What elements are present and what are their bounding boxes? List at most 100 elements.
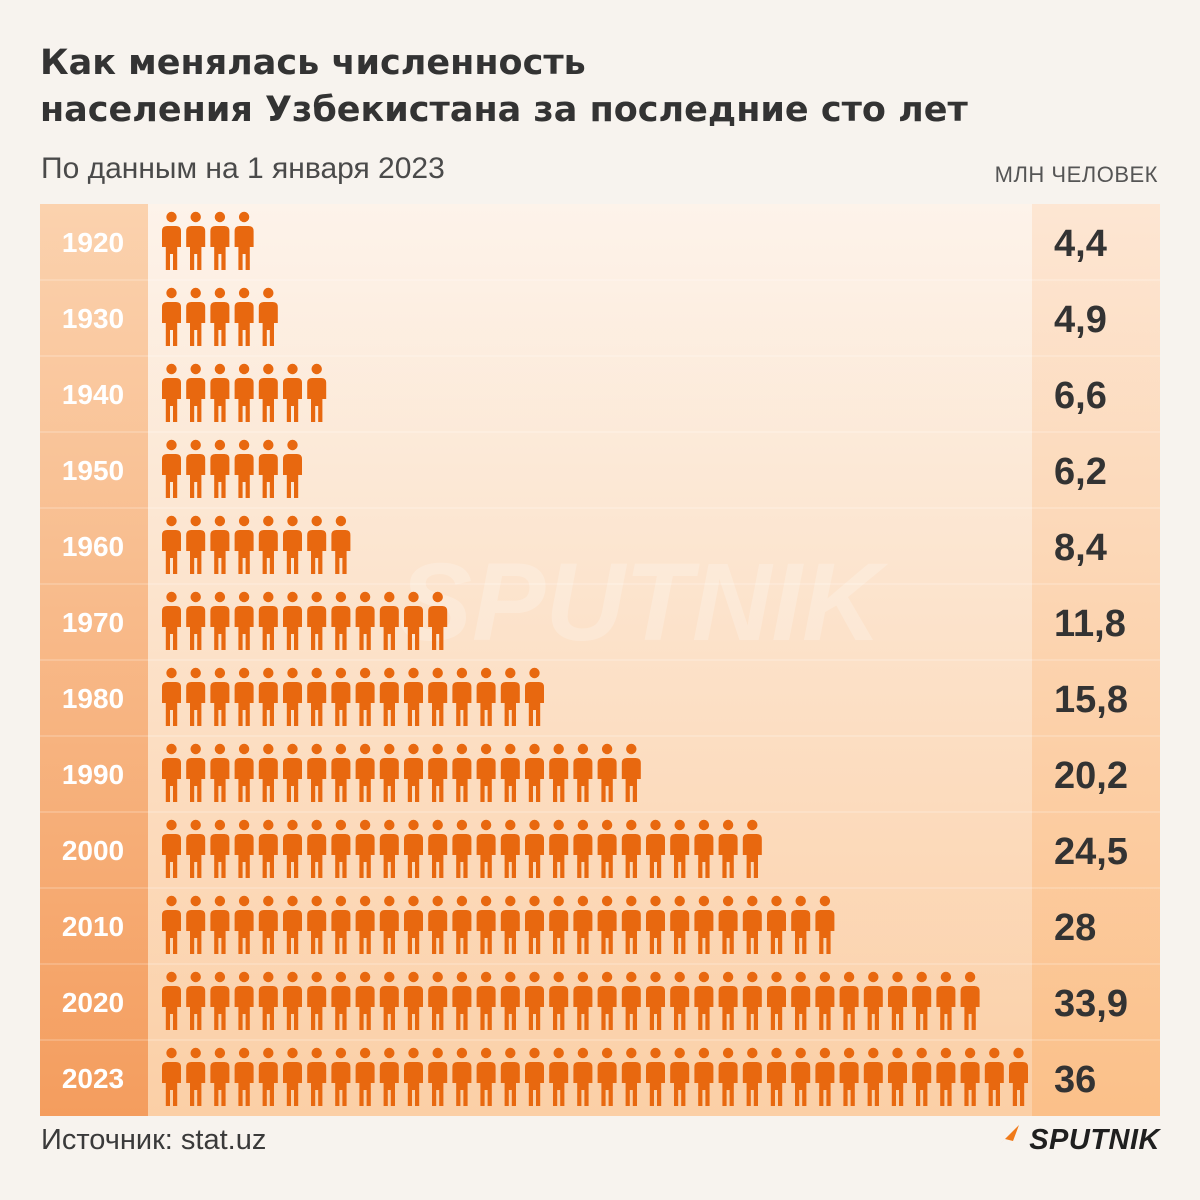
person-icon — [186, 287, 206, 346]
person-icon — [234, 971, 254, 1030]
chart-background — [40, 204, 1160, 1116]
person-icon — [912, 971, 932, 1030]
person-icon — [525, 1047, 544, 1106]
person-icon — [936, 971, 956, 1030]
person-icon — [258, 287, 278, 346]
year-label: 1990 — [62, 759, 124, 790]
person-icon — [791, 1047, 811, 1106]
person-icon — [234, 439, 254, 498]
person-icon — [646, 971, 665, 1030]
person-icon — [331, 895, 351, 954]
person-icon — [500, 895, 520, 954]
year-label: 1950 — [62, 455, 124, 486]
person-icon — [186, 819, 206, 878]
person-icon — [573, 971, 593, 1030]
person-icon — [355, 971, 375, 1030]
person-icon — [186, 667, 206, 726]
person-icon — [404, 819, 423, 878]
chart-row-1950: 1950 6,2 — [62, 439, 1107, 498]
person-icon — [404, 971, 423, 1030]
person-icon — [210, 743, 230, 802]
person-icon — [549, 1047, 569, 1106]
person-icon — [428, 819, 448, 878]
icon-bar — [162, 363, 327, 422]
year-label: 1920 — [62, 227, 124, 258]
value-label: 6,6 — [1054, 375, 1107, 417]
chart-row-1960: 1960 8,4 — [62, 515, 1107, 574]
year-label: 1960 — [62, 531, 124, 562]
icon-bar — [162, 971, 980, 1030]
icon-bar — [162, 667, 544, 726]
person-icon — [960, 971, 980, 1030]
person-icon — [234, 667, 254, 726]
person-icon — [767, 971, 786, 1030]
person-icon — [186, 363, 206, 422]
person-icon — [694, 895, 714, 954]
person-icon — [379, 743, 399, 802]
person-icon — [258, 667, 278, 726]
person-icon — [984, 1047, 1004, 1106]
person-icon — [597, 743, 617, 802]
person-icon — [718, 819, 738, 878]
person-icon — [331, 515, 351, 574]
person-icon — [234, 591, 254, 650]
person-icon — [476, 971, 496, 1030]
person-icon — [162, 287, 181, 346]
person-icon — [307, 895, 327, 954]
person-icon — [839, 971, 859, 1030]
person-icon — [258, 515, 278, 574]
person-icon — [500, 1047, 520, 1106]
person-icon — [742, 1047, 762, 1106]
person-icon — [791, 895, 811, 954]
person-icon — [718, 1047, 738, 1106]
value-label: 11,8 — [1054, 603, 1126, 645]
logo-text: SPUTNIK — [1029, 1123, 1160, 1156]
person-icon — [791, 971, 811, 1030]
person-icon — [379, 591, 399, 650]
person-icon — [162, 667, 181, 726]
person-icon — [863, 971, 883, 1030]
person-icon — [694, 819, 714, 878]
person-icon — [452, 667, 472, 726]
person-icon — [428, 591, 448, 650]
person-icon — [331, 667, 351, 726]
person-icon — [307, 667, 327, 726]
person-icon — [525, 819, 544, 878]
sputnik-arrow-icon — [991, 1125, 1020, 1153]
watermark: SPUTNIK — [399, 541, 889, 664]
year-column — [40, 204, 148, 1116]
person-icon — [186, 211, 206, 270]
person-icon — [258, 743, 278, 802]
person-icon — [355, 1047, 375, 1106]
chart-row-1940: 1940 6,6 — [62, 363, 1107, 422]
person-icon — [210, 895, 230, 954]
year-label: 1980 — [62, 683, 124, 714]
person-icon — [500, 971, 520, 1030]
person-icon — [404, 743, 423, 802]
person-icon — [234, 363, 254, 422]
person-icon — [283, 895, 302, 954]
person-icon — [307, 819, 327, 878]
sputnik-logo: SPUTNIK — [989, 1120, 1160, 1160]
icon-bar — [162, 439, 302, 498]
person-icon — [646, 1047, 665, 1106]
person-icon — [742, 971, 762, 1030]
person-icon — [234, 895, 254, 954]
person-icon — [742, 819, 762, 878]
person-icon — [379, 819, 399, 878]
person-icon — [694, 971, 714, 1030]
person-icon — [476, 819, 496, 878]
person-icon — [549, 819, 569, 878]
value-label: 28 — [1054, 907, 1096, 949]
person-icon — [210, 211, 230, 270]
person-icon — [210, 667, 230, 726]
person-icon — [307, 363, 327, 422]
person-icon — [888, 1047, 907, 1106]
unit-label: МЛН ЧЕЛОВЕК — [994, 162, 1158, 187]
person-icon — [500, 667, 520, 726]
chart-subtitle: По данным на 1 января 2023 — [41, 152, 445, 185]
person-icon — [525, 743, 544, 802]
person-icon — [234, 287, 254, 346]
person-icon — [355, 895, 375, 954]
